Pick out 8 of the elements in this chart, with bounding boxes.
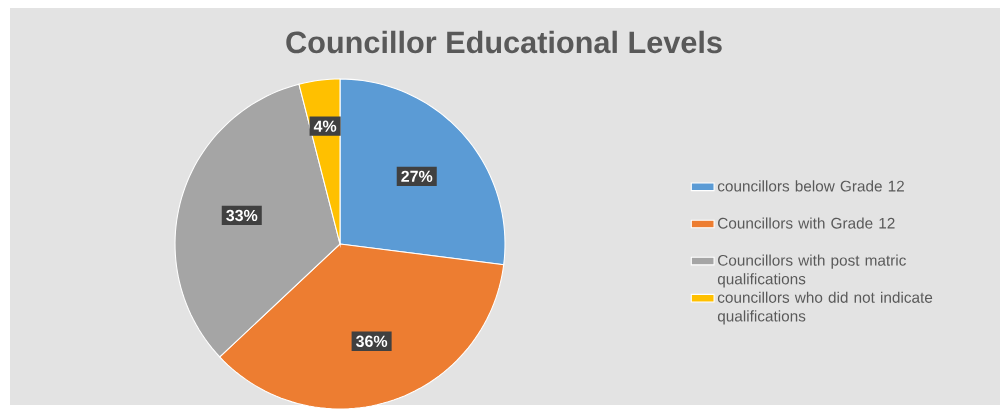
legend-label: Councillors with Grade 12 xyxy=(718,217,895,229)
data-label: 27% xyxy=(401,170,433,182)
data-label: 36% xyxy=(355,335,388,347)
data-label: 33% xyxy=(226,209,258,222)
data-label: 4% xyxy=(313,120,337,132)
legend-label: councillors below Grade 12 xyxy=(717,180,904,192)
legend-label: councillors who did not indicate qualifications xyxy=(717,291,933,325)
chart-title: Councillor Educational Levels xyxy=(286,30,722,54)
